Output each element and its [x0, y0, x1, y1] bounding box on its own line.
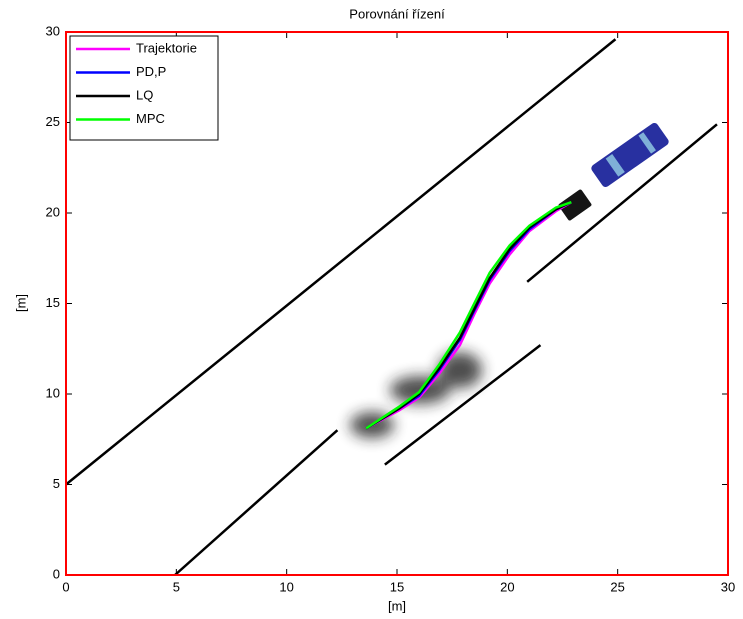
car-dark — [558, 189, 592, 221]
legend-label: LQ — [136, 87, 153, 102]
legend-label: PD,P — [136, 64, 166, 79]
legend-label: MPC — [136, 111, 165, 126]
x-tick-label: 5 — [173, 579, 180, 594]
x-tick-label: 25 — [610, 579, 624, 594]
y-axis-label: [m] — [13, 294, 28, 312]
road-line — [526, 123, 718, 283]
road-line — [384, 344, 542, 466]
legend-label: Trajektorie — [136, 40, 197, 55]
series-line — [365, 201, 572, 430]
car-blue — [591, 122, 669, 188]
y-tick-label: 10 — [46, 385, 60, 400]
road-line — [65, 38, 617, 486]
y-tick-label: 25 — [46, 114, 60, 129]
series-line — [365, 200, 572, 430]
x-tick-label: 20 — [500, 579, 514, 594]
chart-title: Porovnání řízení — [349, 6, 445, 21]
y-tick-label: 5 — [53, 476, 60, 491]
y-tick-label: 30 — [46, 23, 60, 38]
plot-frame — [65, 31, 729, 576]
x-tick-label: 15 — [390, 579, 404, 594]
x-tick-label: 10 — [279, 579, 293, 594]
y-tick-label: 0 — [53, 566, 60, 581]
y-tick-label: 15 — [46, 295, 60, 310]
y-tick-label: 20 — [46, 204, 60, 219]
series-line — [365, 201, 572, 430]
x-axis-label: [m] — [388, 598, 406, 613]
legend-box — [69, 35, 219, 141]
x-tick-label: 30 — [721, 579, 735, 594]
road-line — [174, 429, 339, 576]
x-tick-label: 0 — [62, 579, 69, 594]
